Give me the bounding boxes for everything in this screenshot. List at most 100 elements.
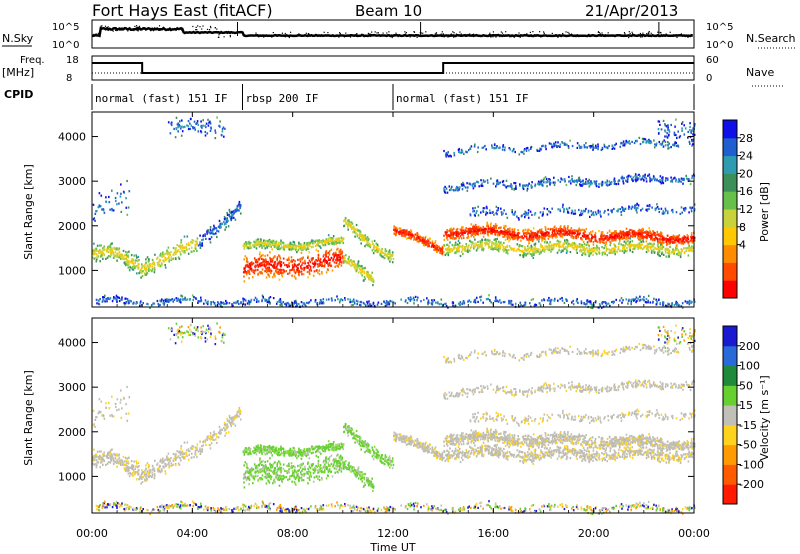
- nsky-dot: [607, 32, 609, 34]
- data-cell: [617, 232, 620, 235]
- data-cell: [583, 235, 585, 238]
- data-cell: [683, 237, 685, 240]
- nsky-dot: [416, 34, 418, 37]
- data-cell: [649, 231, 652, 234]
- data-cell: [485, 213, 487, 216]
- data-cell: [445, 154, 447, 157]
- data-cell: [470, 240, 472, 243]
- data-cell: [606, 184, 609, 187]
- data-cell: [591, 230, 594, 233]
- data-cell: [319, 264, 322, 267]
- data-cell: [624, 242, 627, 245]
- data-cell: [446, 229, 448, 232]
- data-cell: [111, 189, 113, 192]
- data-cell: [576, 251, 578, 254]
- data-cell: [213, 224, 215, 227]
- nsky-dot: [315, 33, 317, 35]
- data-cell: [676, 252, 679, 255]
- data-cell: [282, 257, 285, 260]
- data-cell: [139, 269, 142, 272]
- nsky-dot: [166, 29, 168, 31]
- data-cell: [656, 248, 659, 251]
- data-cell: [583, 232, 585, 235]
- data-cell: [295, 265, 298, 268]
- data-cell: [289, 241, 292, 244]
- data-cell: [363, 275, 366, 279]
- data-cell: [428, 245, 430, 248]
- data-cell: [687, 247, 689, 250]
- data-cell: [597, 143, 599, 146]
- data-cell: [290, 248, 293, 251]
- data-cell: [489, 240, 491, 243]
- data-cell: [517, 248, 519, 251]
- data-cell: [656, 203, 658, 206]
- data-cell: [516, 215, 518, 218]
- nsky-dot: [495, 34, 497, 36]
- data-cell: [302, 243, 305, 246]
- data-cell: [243, 275, 245, 278]
- data-cell: [503, 226, 505, 229]
- data-cell: [589, 215, 591, 218]
- data-cell: [667, 210, 669, 213]
- data-cell: [187, 243, 190, 247]
- data-cell: [642, 240, 644, 243]
- data-cell: [453, 189, 455, 192]
- data-cell: [599, 210, 601, 213]
- data-cell: [495, 230, 497, 233]
- data-cell: [514, 234, 517, 237]
- data-cell: [508, 236, 511, 239]
- data-cell: [583, 243, 586, 246]
- data-cell: [319, 259, 321, 262]
- data-cell: [542, 231, 544, 234]
- data-cell: [457, 150, 460, 153]
- data-cell: [594, 238, 597, 241]
- data-cell: [314, 263, 317, 266]
- data-cell: [666, 212, 669, 215]
- data-cell: [660, 232, 663, 235]
- data-cell: [128, 261, 130, 264]
- data-cell: [635, 244, 638, 247]
- data-cell: [520, 215, 523, 218]
- data-cell: [482, 247, 485, 250]
- data-cell: [469, 213, 472, 216]
- data-cell: [496, 209, 498, 212]
- data-cell: [637, 204, 640, 207]
- data-cell: [102, 247, 104, 250]
- data-cell: [677, 239, 680, 242]
- data-cell: [565, 232, 567, 235]
- data-cell: [272, 276, 274, 279]
- data-cell: [332, 235, 335, 238]
- data-cell: [411, 235, 413, 238]
- data-cell: [565, 207, 568, 210]
- data-cell: [356, 233, 359, 236]
- data-cell: [427, 238, 429, 241]
- data-cell: [667, 147, 669, 150]
- data-cell: [497, 209, 499, 212]
- data-cell: [276, 263, 279, 266]
- data-cell: [578, 144, 580, 147]
- data-cell: [215, 232, 217, 235]
- data-cell: [357, 229, 360, 232]
- data-cell: [630, 244, 632, 247]
- data-cell: [130, 254, 133, 257]
- data-cell: [563, 210, 565, 213]
- data-cell: [308, 272, 311, 276]
- data-cell: [636, 211, 638, 214]
- data-cell: [634, 246, 636, 249]
- data-cell: [335, 241, 337, 244]
- data-cell: [162, 251, 164, 254]
- data-cell: [277, 244, 280, 247]
- data-cell: [467, 228, 470, 231]
- data-cell: [317, 242, 320, 245]
- data-cell: [399, 230, 401, 233]
- data-cell: [571, 209, 573, 212]
- data-cell: [201, 244, 204, 247]
- data-cell: [518, 153, 521, 156]
- data-cell: [657, 243, 659, 246]
- data-cell: [443, 149, 445, 153]
- data-cell: [244, 255, 247, 258]
- data-cell: [365, 243, 368, 246]
- data-cell: [219, 224, 222, 227]
- data-cell: [585, 237, 587, 241]
- data-cell: [497, 234, 499, 237]
